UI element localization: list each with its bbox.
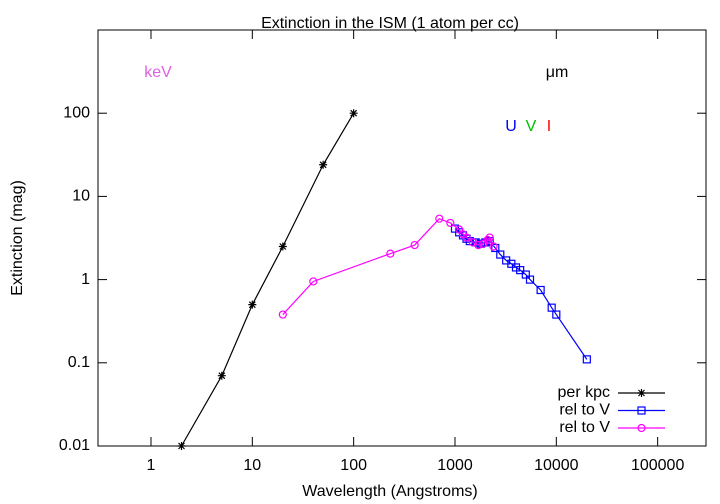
annotation: U [505, 118, 517, 135]
chart-title: Extinction in the ISM (1 atom per cc) [261, 15, 519, 32]
point [278, 242, 287, 251]
y-tick-label: 100 [63, 104, 90, 121]
legend-label: rel to V [559, 402, 610, 419]
point [511, 263, 521, 272]
point [248, 300, 257, 309]
point [552, 310, 561, 319]
y-tick-label: 0.01 [59, 437, 90, 454]
point [410, 240, 419, 250]
point [349, 109, 358, 118]
x-tick-label: 100000 [631, 457, 684, 474]
point [516, 266, 525, 275]
x-tick-label: 10000 [534, 457, 579, 474]
point [386, 249, 395, 258]
annotation: keV [144, 64, 172, 81]
x-tick-label: 1 [147, 457, 156, 474]
point [217, 371, 226, 380]
point [435, 214, 444, 223]
x-axis-label: Wavelength (Angstroms) [302, 483, 477, 500]
y-axis-label: Extinction (mag) [9, 180, 26, 296]
legend-marker [637, 389, 646, 397]
point [489, 242, 498, 251]
annotation: V [526, 118, 537, 135]
point [525, 275, 535, 284]
point [462, 233, 471, 242]
x-tick-label: 1000 [437, 457, 473, 474]
series-line [180, 112, 355, 447]
point [177, 442, 186, 450]
plot-border [97, 29, 707, 447]
legend-label: rel to V [559, 419, 610, 436]
y-tick-label: 0.1 [68, 354, 90, 371]
point [521, 270, 530, 279]
point [485, 233, 494, 242]
legend-marker [637, 423, 646, 433]
x-tick-label: 100 [340, 457, 367, 474]
series-line [454, 228, 588, 360]
point [536, 285, 545, 295]
point [309, 277, 318, 286]
y-tick-label: 10 [72, 188, 90, 205]
x-tick-label: 10 [243, 457, 261, 474]
series-line [282, 217, 495, 315]
point [474, 240, 483, 250]
point [496, 250, 505, 259]
point [582, 355, 591, 364]
point [278, 310, 287, 319]
point [483, 235, 492, 245]
point [319, 160, 328, 169]
point [491, 243, 500, 253]
point [547, 303, 556, 312]
annotation: I [547, 118, 551, 135]
legend-marker [637, 406, 646, 415]
legend-label: per kpc [558, 384, 610, 401]
y-tick-label: 1 [81, 271, 90, 288]
annotation: μm [546, 64, 569, 81]
point [446, 218, 455, 228]
